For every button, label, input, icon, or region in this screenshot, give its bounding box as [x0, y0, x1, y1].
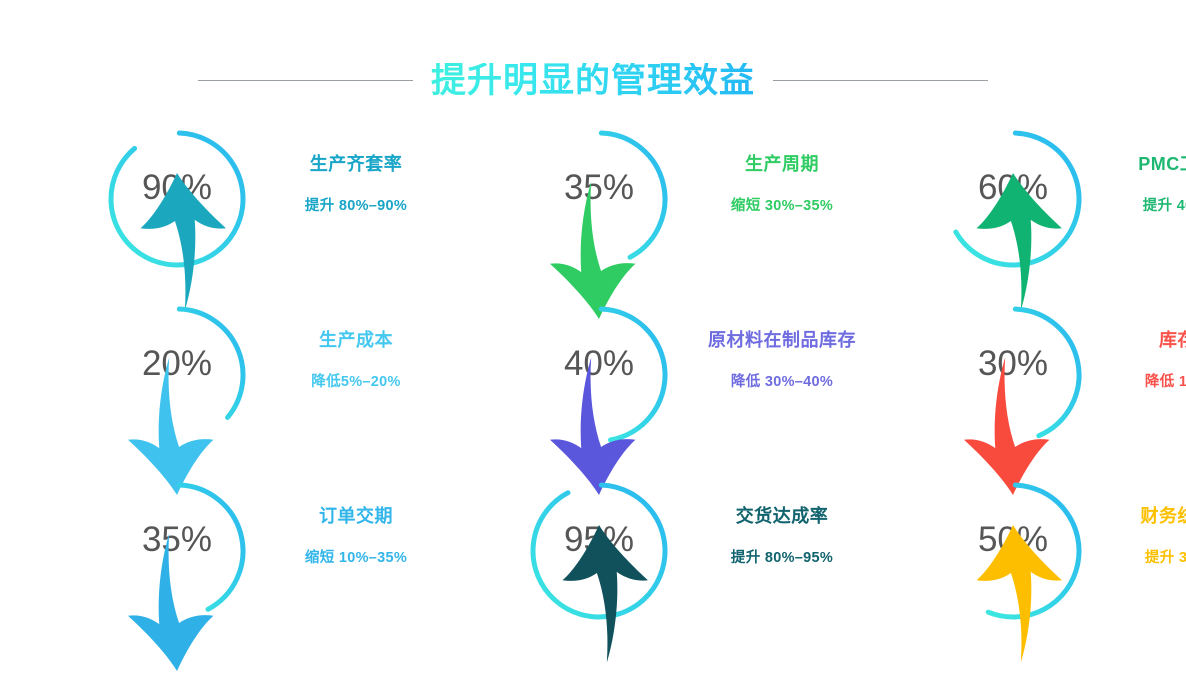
gauge: 30%: [940, 302, 1086, 495]
title-rule-left: [197, 79, 413, 81]
metric-card[interactable]: 30% 库存资金降低 10%–30%: [866, 302, 1186, 495]
gauge: 35%: [104, 478, 250, 671]
metrics-grid: 90% 生产齐套率提升 80%–90% 35% 生产周期缩短 30%–35% 60% PM…: [0, 126, 1186, 671]
metric-card[interactable]: 20% 生产成本降低5%–20%: [0, 302, 440, 495]
gauge: 60%: [940, 126, 1086, 311]
metric-meta: 生产周期缩短 30%–35%: [698, 154, 866, 215]
gauge-ring-arc: [176, 306, 246, 420]
metric-meta: 生产齐套率提升 80%–90%: [272, 154, 440, 215]
metric-label: 库存资金: [1159, 330, 1186, 350]
gauge: 50%: [940, 478, 1086, 663]
metric-meta: 交货达成率提升 80%–95%: [698, 506, 866, 567]
gauge-ring-arc: [176, 482, 246, 612]
metric-meta: 库存资金降低 10%–30%: [1112, 330, 1186, 391]
gauge: 35%: [526, 126, 672, 319]
metric-label: 生产成本: [319, 330, 393, 350]
metric-label: 财务统计效率: [1140, 506, 1186, 526]
gauge-ring-arc: [598, 306, 668, 443]
metric-meta: 订单交期缩短 10%–35%: [272, 506, 440, 567]
gauge-ring-arc: [953, 130, 1082, 268]
metric-meta: 财务统计效率提升 30%–50%: [1112, 506, 1186, 567]
metric-sublabel: 降低 10%–30%: [1144, 373, 1186, 390]
metric-sublabel: 提升 40%–60 %: [1142, 197, 1186, 214]
metric-sublabel: 降低5%–20%: [311, 373, 401, 390]
title-rule-right: [773, 79, 988, 81]
gauge: 20%: [104, 302, 250, 495]
metric-label: 交货达成率: [735, 506, 829, 526]
metric-label: PMC工作效率: [1138, 154, 1186, 174]
metric-sublabel: 降低 30%–40%: [730, 373, 834, 390]
metric-card[interactable]: 40% 原材料在制品库存 降低 30%–40%: [440, 302, 866, 495]
page-title: 提升明显的管理效益: [430, 60, 755, 100]
metric-label: 原材料在制品库存: [708, 330, 856, 350]
metric-card[interactable]: 50% 财务统计效率提升 30%–50%: [866, 478, 1186, 663]
metric-sublabel: 提升 30%–50%: [1144, 549, 1186, 566]
gauge: 95%: [526, 478, 672, 663]
metric-card[interactable]: 35% 订单交期缩短 10%–35%: [0, 478, 440, 671]
gauge-ring-arc: [108, 130, 246, 268]
gauge-ring-arc: [598, 130, 668, 260]
metric-label: 生产齐套率: [309, 154, 403, 174]
metric-sublabel: 缩短 30%–35%: [730, 197, 834, 214]
metric-card[interactable]: 35% 生产周期缩短 30%–35%: [440, 126, 866, 319]
gauge-ring-arc: [985, 482, 1082, 620]
metric-meta: 原材料在制品库存 降低 30%–40%: [698, 330, 866, 391]
metric-label: 生产周期: [745, 154, 819, 174]
metric-meta: PMC工作效率提升 40%–60 %: [1112, 154, 1186, 215]
gauge: 90%: [104, 126, 250, 311]
metric-sublabel: 提升 80%–95%: [730, 549, 834, 566]
metric-card[interactable]: 90% 生产齐套率提升 80%–90%: [0, 126, 440, 311]
metric-card[interactable]: 95% 交货达成率提升 80%–95%: [440, 478, 866, 663]
metric-sublabel: 缩短 10%–35%: [304, 549, 408, 566]
gauge-ring-arc: [530, 482, 668, 620]
page-header: 提升明显的管理效益: [0, 52, 1186, 108]
metric-sublabel: 提升 80%–90%: [304, 197, 408, 214]
metric-label: 订单交期: [319, 506, 393, 526]
gauge: 40%: [526, 302, 672, 495]
metric-card[interactable]: 60% PMC工作效率提升 40%–60 %: [866, 126, 1186, 311]
gauge-ring-arc: [1012, 306, 1082, 439]
metric-meta: 生产成本降低5%–20%: [272, 330, 440, 391]
